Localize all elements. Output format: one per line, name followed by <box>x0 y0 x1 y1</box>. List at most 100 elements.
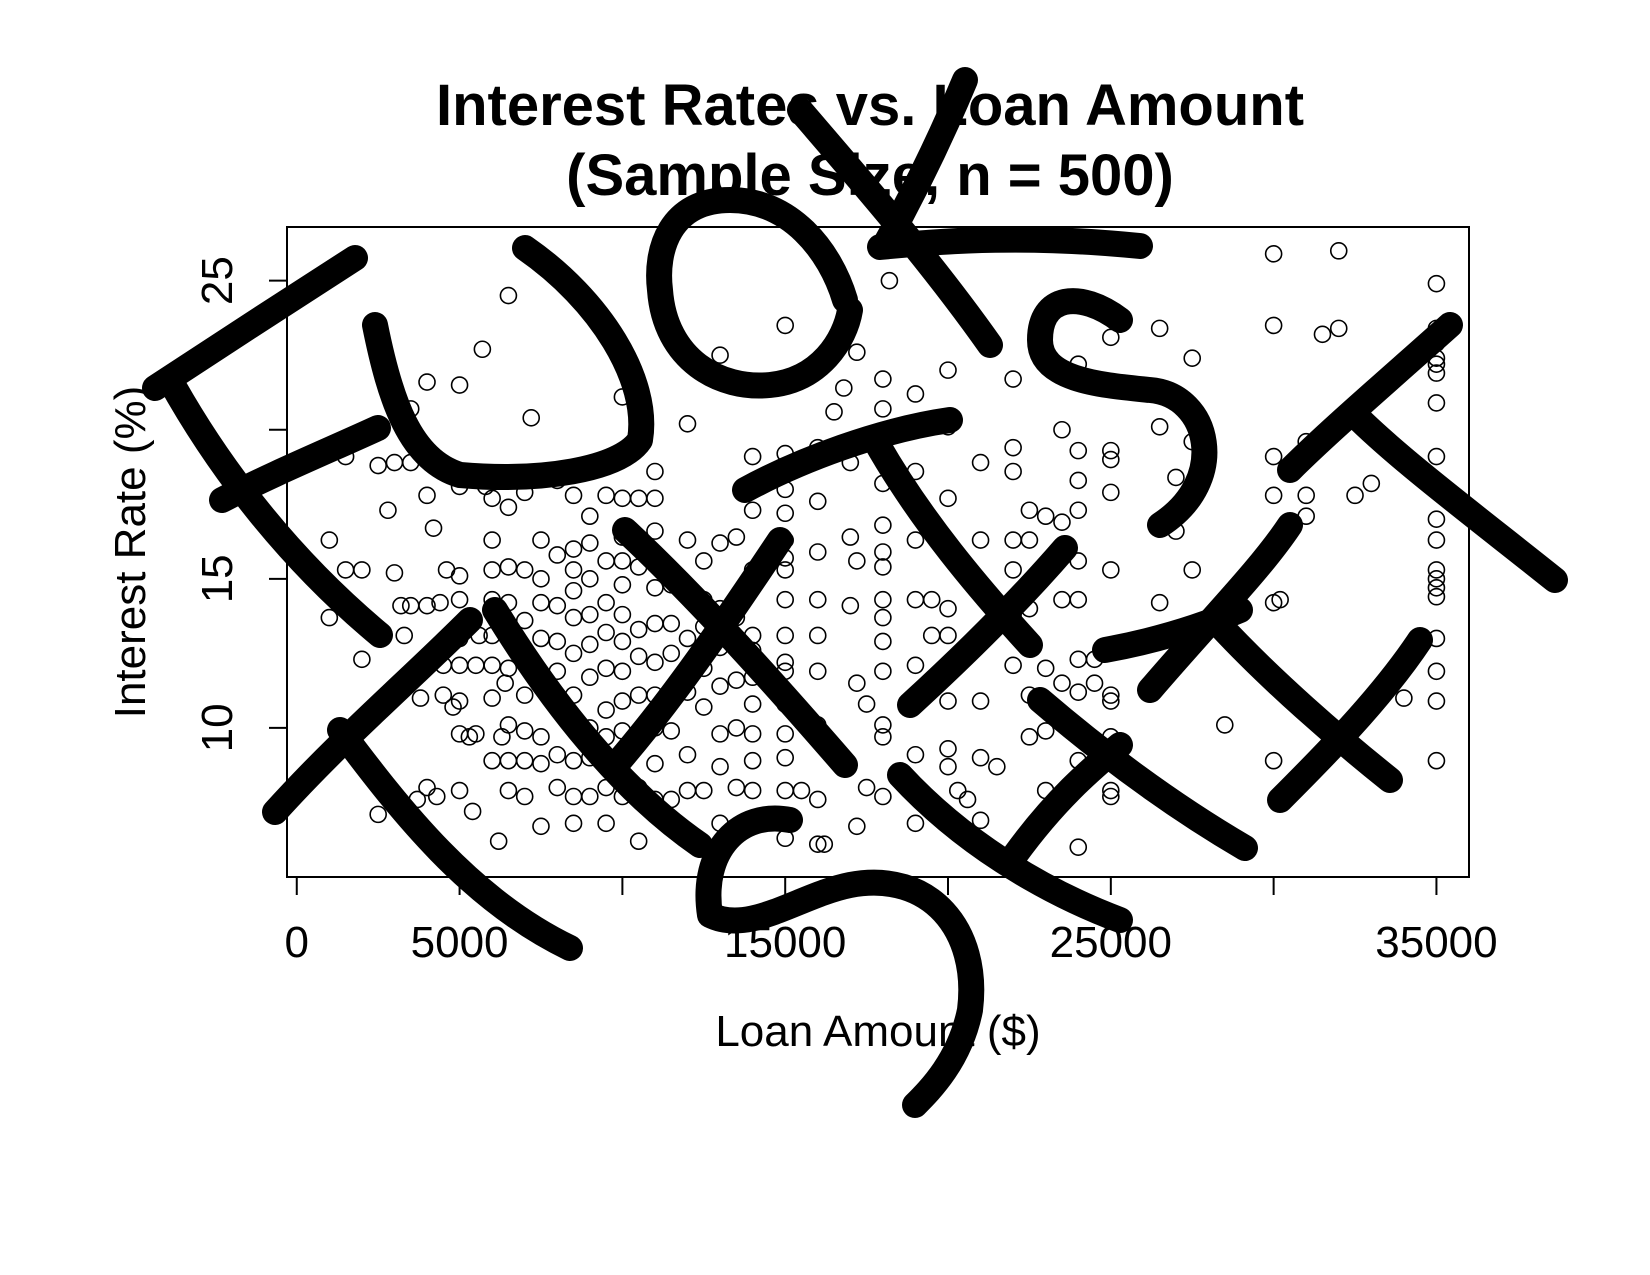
data-point <box>1264 486 1283 505</box>
data-point <box>548 596 567 615</box>
data-point <box>629 620 648 639</box>
data-point <box>1427 447 1446 466</box>
data-point <box>1069 838 1088 856</box>
handwriting-scribble-overlay <box>142 67 1568 1118</box>
y-axis-label: Interest Rate (%) <box>106 386 155 719</box>
data-point <box>1069 650 1088 669</box>
scribble-stroke <box>157 367 393 648</box>
data-point <box>613 692 632 710</box>
data-point <box>988 757 1006 776</box>
data-point <box>1069 590 1088 609</box>
data-point <box>743 501 762 520</box>
data-point <box>922 590 941 609</box>
data-point <box>1313 325 1332 344</box>
data-point <box>1329 242 1348 260</box>
data-point <box>444 698 462 716</box>
data-point <box>1427 364 1446 382</box>
data-point <box>483 531 501 549</box>
data-point <box>1102 686 1120 704</box>
data-point <box>874 787 892 806</box>
data-point <box>857 695 876 713</box>
data-point <box>515 751 534 770</box>
data-point <box>336 561 355 579</box>
data-point <box>646 578 664 597</box>
data-point <box>1069 471 1088 490</box>
y-tick-label: 10 <box>193 703 242 752</box>
data-point <box>499 716 518 734</box>
data-point <box>971 692 990 710</box>
x-tick-label: 5000 <box>411 918 509 967</box>
data-point <box>874 558 892 576</box>
x-tick-label: 35000 <box>1375 918 1497 967</box>
data-point <box>515 686 534 704</box>
data-point <box>743 781 762 800</box>
data-point <box>848 674 866 692</box>
data-point <box>776 316 794 335</box>
data-point <box>711 534 729 552</box>
data-point <box>515 561 534 579</box>
data-point <box>613 489 632 508</box>
scribble-stroke <box>897 535 1078 718</box>
data-point <box>1271 590 1289 609</box>
data-point <box>1427 578 1446 597</box>
data-point <box>1020 531 1039 549</box>
data-point <box>906 745 925 764</box>
data-point <box>939 739 957 758</box>
data-point <box>776 653 794 672</box>
data-point <box>499 751 518 770</box>
data-point <box>694 552 713 570</box>
data-point <box>499 286 518 305</box>
data-point <box>1069 441 1088 460</box>
scribble-stroke <box>872 67 978 258</box>
data-point <box>353 561 371 579</box>
data-point <box>450 376 469 394</box>
chart-title: Interest Rates vs. Loan Amount <box>436 73 1304 138</box>
data-point <box>411 689 430 707</box>
data-point <box>646 614 664 633</box>
data-point <box>776 626 794 645</box>
data-point <box>613 662 632 681</box>
data-point <box>564 561 583 579</box>
data-point <box>532 531 550 549</box>
data-point <box>1069 501 1088 520</box>
data-point <box>727 719 746 737</box>
data-point <box>678 745 697 764</box>
data-point <box>1427 570 1446 588</box>
data-point <box>463 802 482 821</box>
data-point <box>564 581 583 600</box>
data-point <box>1264 751 1283 770</box>
data-point <box>385 564 404 582</box>
data-point <box>848 552 866 570</box>
data-point <box>776 781 794 800</box>
data-point <box>711 757 729 776</box>
data-point <box>906 385 925 403</box>
data-point <box>597 486 615 505</box>
data-point <box>948 781 967 800</box>
data-point <box>418 373 436 391</box>
data-point <box>646 754 664 773</box>
data-point <box>792 781 811 800</box>
data-point <box>808 492 827 511</box>
data-point <box>646 489 664 508</box>
data-point <box>564 644 583 663</box>
data-point <box>499 498 518 517</box>
data-point <box>874 370 892 388</box>
data-point <box>678 781 697 800</box>
y-tick-label: 15 <box>193 554 242 603</box>
scribble-stroke <box>482 597 713 858</box>
data-point <box>581 605 599 624</box>
data-point <box>564 486 583 505</box>
data-point <box>1004 656 1022 675</box>
data-point <box>532 728 550 746</box>
scribble-stroke <box>1202 607 1403 793</box>
data-point <box>1183 349 1202 367</box>
data-point <box>939 757 957 776</box>
data-point <box>815 835 834 854</box>
data-point <box>450 656 469 675</box>
data-point <box>1004 561 1022 579</box>
data-point <box>874 590 892 609</box>
data-point <box>776 748 794 767</box>
data-point <box>1427 355 1446 373</box>
scribble-stroke <box>867 226 1153 260</box>
data-point <box>418 778 436 797</box>
